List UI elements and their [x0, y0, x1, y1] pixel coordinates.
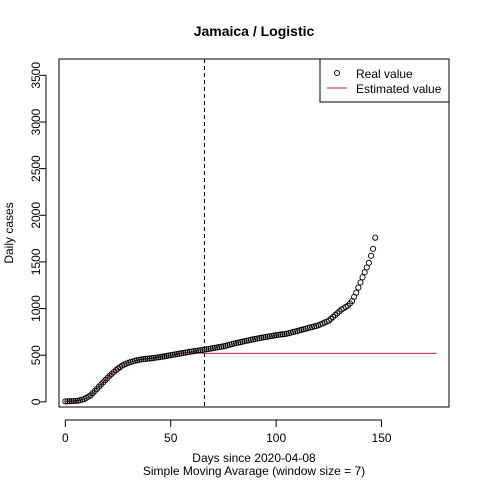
- real-value-point: [186, 348, 193, 355]
- real-value-point: [365, 259, 372, 266]
- y-axis: 0 500 1000 1500 2000 2500 3000 3500: [29, 62, 47, 405]
- real-value-point: [146, 355, 153, 362]
- real-value-point: [216, 344, 223, 351]
- y-tick-label: 1500: [29, 248, 43, 275]
- y-tick-label: 500: [29, 345, 43, 365]
- y-tick-label: 3000: [29, 108, 43, 135]
- y-tick-label: 2500: [29, 155, 43, 182]
- real-value-point: [70, 397, 77, 405]
- real-value-point: [207, 345, 214, 352]
- real-value-point: [173, 351, 181, 358]
- real-value-point: [148, 355, 155, 362]
- real-value-point: [184, 349, 191, 356]
- legend-box: [319, 58, 450, 103]
- real-value-point: [72, 397, 79, 404]
- real-value-point: [256, 335, 263, 342]
- real-value-point: [180, 349, 187, 357]
- real-value-point: [275, 331, 282, 338]
- real-value-point: [258, 334, 265, 341]
- real-value-point: [262, 333, 269, 341]
- real-value-point: [192, 347, 200, 354]
- real-value-point: [218, 343, 225, 350]
- real-value-point: [279, 331, 286, 338]
- real-value-point: [359, 274, 366, 281]
- real-value-point: [182, 349, 189, 356]
- y-tick-label: 0: [29, 398, 43, 405]
- real-value-point: [367, 252, 375, 259]
- real-value-point: [169, 351, 176, 358]
- real-value-point: [264, 333, 271, 340]
- x-tick-label: 150: [372, 431, 392, 445]
- x-axis: 0 50 100 150: [62, 419, 392, 445]
- real-value-point: [266, 333, 273, 340]
- real-value-point: [268, 332, 275, 339]
- real-value-point: [178, 350, 185, 357]
- real-value-point: [355, 284, 362, 291]
- y-axis-label: Daily cases: [2, 202, 16, 263]
- legend-estimated-value-label: Estimated value: [356, 82, 442, 96]
- real-value-point: [270, 332, 278, 339]
- real-value-point: [372, 234, 379, 241]
- real-value-point: [150, 354, 157, 361]
- real-value-point: [152, 354, 160, 361]
- real-value-point: [68, 398, 75, 405]
- legend-real-value-label: Real value: [356, 67, 413, 81]
- real-value-point: [199, 346, 206, 353]
- real-value-point: [205, 345, 212, 352]
- plot-frame: [58, 58, 450, 408]
- x-tick-label: 100: [266, 431, 286, 445]
- real-value-point: [251, 335, 259, 342]
- y-tick-label: 3500: [29, 62, 43, 89]
- real-value-point: [165, 352, 172, 359]
- real-value-point: [203, 346, 210, 353]
- plot-area: [62, 59, 437, 407]
- y-tick-label: 2000: [29, 202, 43, 229]
- legend: Real value Estimated value: [319, 58, 450, 103]
- real-value-point: [277, 331, 284, 338]
- real-value-point: [190, 348, 197, 355]
- real-value-point: [142, 355, 149, 363]
- real-value-point: [138, 356, 145, 363]
- real-value-point: [197, 347, 204, 354]
- real-value-point: [155, 354, 162, 361]
- real-value-point: [62, 398, 69, 405]
- x-tick-label: 50: [164, 431, 178, 445]
- real-value-point: [273, 332, 280, 339]
- real-value-point: [214, 344, 221, 351]
- legend-real-value-symbol: [333, 69, 341, 77]
- real-value-point: [163, 352, 170, 360]
- real-value-point: [281, 330, 288, 338]
- real-value-point: [260, 334, 267, 341]
- real-value-point: [209, 345, 216, 352]
- real-value-point: [157, 354, 164, 361]
- real-value-point: [167, 352, 174, 359]
- real-value-point: [144, 355, 151, 362]
- x-tick-label: 0: [62, 431, 69, 445]
- real-value-point: [64, 398, 71, 405]
- real-value-point: [188, 348, 195, 355]
- real-value-point: [254, 335, 261, 342]
- real-value-point: [140, 356, 147, 363]
- real-value-point: [66, 398, 73, 405]
- real-value-point: [161, 353, 168, 360]
- y-tick-label: 1000: [29, 295, 43, 322]
- x-axis-subtitle: Simple Moving Avarage (window size = 7): [143, 464, 365, 478]
- real-value-point: [357, 279, 364, 286]
- x-axis-label: Days since 2020-04-08: [192, 451, 316, 465]
- real-value-point: [353, 289, 360, 296]
- real-value-point: [201, 346, 208, 353]
- real-value-point: [370, 245, 377, 252]
- estimated-value-line: [65, 351, 437, 402]
- real-value-point: [211, 344, 219, 351]
- real-value-point: [176, 350, 183, 357]
- real-value-point: [171, 351, 178, 358]
- real-value-point: [195, 347, 202, 354]
- chart-title: Jamaica / Logistic: [194, 23, 315, 39]
- real-value-point: [159, 353, 166, 360]
